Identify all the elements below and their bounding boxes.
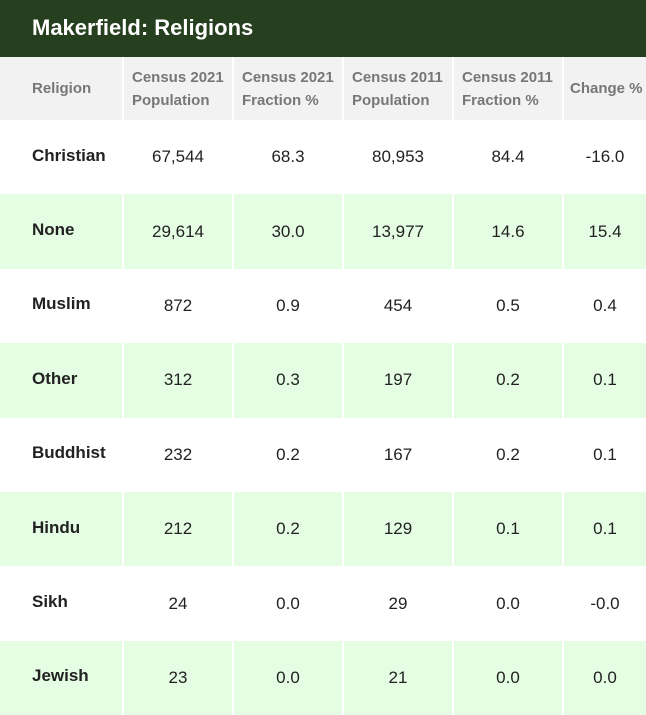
- religion-name: None: [0, 194, 123, 269]
- table-row: Buddhist 232 0.2 167 0.2 0.1: [0, 417, 646, 492]
- table-row: Hindu 212 0.2 129 0.1 0.1: [0, 491, 646, 567]
- religion-name: Other: [0, 343, 123, 418]
- table-row: Muslim 872 0.9 454 0.5 0.4: [0, 268, 646, 344]
- religion-name: Jewish: [0, 640, 123, 715]
- cell: 0.0: [232, 640, 343, 715]
- cell: 232: [122, 417, 233, 492]
- cell: 23: [122, 640, 233, 715]
- cell: 129: [342, 491, 453, 567]
- religion-name: Sikh: [32, 592, 68, 612]
- cell: 29: [342, 566, 453, 641]
- cell: -0.0: [562, 566, 646, 641]
- column-header: Religion: [0, 57, 123, 120]
- cell: 0.0: [232, 566, 343, 641]
- cell: 15.4: [562, 194, 646, 269]
- cell: 0.1: [562, 417, 646, 492]
- cell: 0.0: [452, 566, 563, 641]
- table-row: Sikh 24 0.0 29 0.0 -0.0: [0, 566, 646, 641]
- cell: 0.1: [452, 491, 563, 567]
- table-body: Christian 67,544 68.3 80,953 84.4 -16.0 None 29…: [0, 120, 646, 715]
- cell: 197: [342, 343, 453, 418]
- column-header: Census 2011 Fraction %: [452, 57, 563, 120]
- cell: 21: [342, 640, 453, 715]
- cell: 0.3: [232, 343, 343, 418]
- title: Makerfield: Religions: [0, 0, 646, 57]
- cell: 167: [342, 417, 453, 492]
- cell: 0.5: [452, 268, 563, 344]
- cell: 29,614: [122, 194, 233, 269]
- cell: 454: [342, 268, 453, 344]
- cell: 0.0: [562, 640, 646, 715]
- cell: 24: [122, 566, 233, 641]
- religion-table: Religion Census 2021 Population Census 202…: [0, 57, 646, 715]
- cell: 0.9: [232, 268, 343, 344]
- cell: 14.6: [452, 194, 563, 269]
- cell: 0.4: [562, 268, 646, 344]
- column-header: Census 2021 Population: [122, 57, 233, 120]
- cell: 872: [122, 268, 233, 344]
- cell: 0.1: [562, 491, 646, 567]
- religion-name: Muslim: [32, 294, 91, 314]
- cell: 212: [122, 491, 233, 567]
- column-header: Census 2011 Population: [342, 57, 453, 120]
- cell: 0.2: [452, 343, 563, 418]
- cell: 84.4: [452, 120, 563, 195]
- religion-name: Christian: [32, 145, 106, 165]
- cell: 0.2: [232, 491, 343, 567]
- cell: 0.2: [452, 417, 563, 492]
- column-header: Census 2021 Fraction %: [232, 57, 343, 120]
- table-row: Christian 67,544 68.3 80,953 84.4 -16.0: [0, 120, 646, 195]
- cell: 13,977: [342, 194, 453, 269]
- table-row: None 29,614 30.0 13,977 14.6 15.4: [0, 194, 646, 269]
- cell: 80,953: [342, 120, 453, 195]
- cell: 0.1: [562, 343, 646, 418]
- table-row: Other 312 0.3 197 0.2 0.1: [0, 343, 646, 418]
- religion-name: Buddhist: [32, 443, 106, 463]
- cell: -16.0: [562, 120, 646, 195]
- cell: 0.0: [452, 640, 563, 715]
- religion-name: Hindu: [0, 491, 123, 567]
- cell: 0.2: [232, 417, 343, 492]
- cell: 68.3: [232, 120, 343, 195]
- cell: 30.0: [232, 194, 343, 269]
- header-row: Religion Census 2021 Population Census 202…: [0, 57, 646, 120]
- cell: 312: [122, 343, 233, 418]
- column-header: Change %: [562, 57, 646, 120]
- cell: 67,544: [122, 120, 233, 195]
- table-row: Jewish 23 0.0 21 0.0 0.0: [0, 640, 646, 715]
